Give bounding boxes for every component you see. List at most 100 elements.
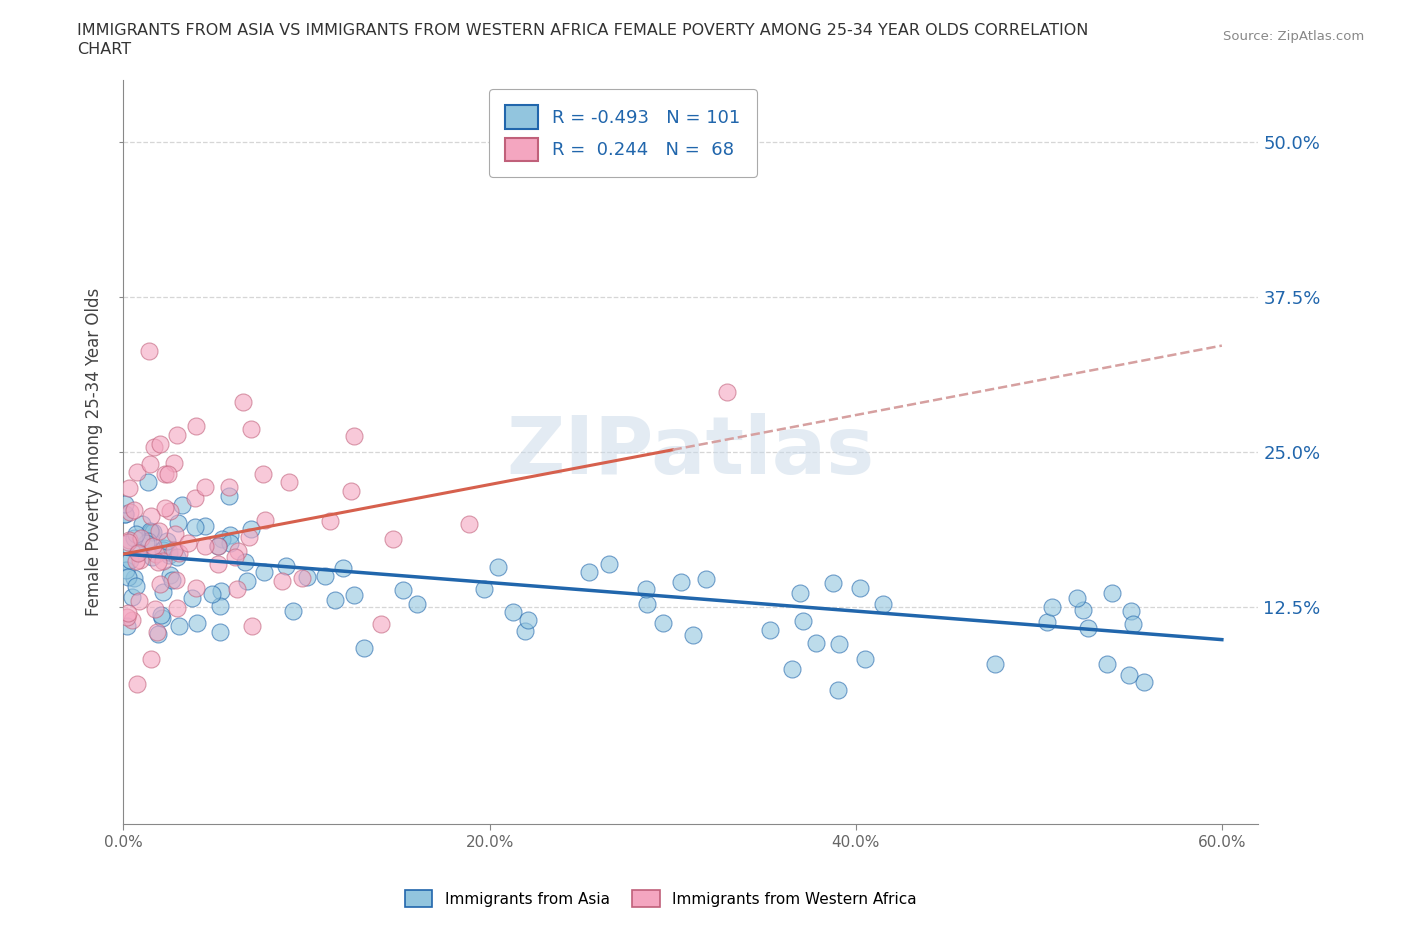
Point (240, 618, 263, 633)
Point (118, 552, 141, 567)
Point (682, 628, 704, 643)
Point (169, 618, 191, 633)
Point (129, 552, 152, 567)
Point (194, 518, 217, 533)
Point (115, 563, 138, 578)
Point (155, 500, 177, 515)
Point (172, 498, 194, 512)
Point (278, 474, 301, 489)
Point (194, 538, 217, 553)
Point (343, 588, 366, 603)
Point (1066, 591, 1088, 605)
Point (166, 515, 188, 530)
Point (115, 537, 138, 551)
Point (828, 637, 851, 652)
Point (146, 625, 169, 640)
Point (486, 559, 509, 574)
Point (156, 534, 179, 549)
Point (239, 422, 262, 437)
Point (218, 480, 240, 495)
Point (1077, 620, 1099, 635)
Point (142, 525, 165, 539)
Point (281, 604, 304, 618)
Legend: Immigrants from Asia, Immigrants from Western Africa: Immigrants from Asia, Immigrants from We… (399, 884, 922, 913)
Point (180, 591, 202, 605)
Point (323, 593, 346, 608)
Point (160, 572, 183, 587)
Point (472, 581, 495, 596)
Point (138, 474, 160, 489)
Point (135, 536, 157, 551)
Point (209, 583, 232, 598)
Point (651, 616, 673, 631)
Point (184, 519, 207, 534)
Point (131, 516, 153, 531)
Point (253, 565, 276, 579)
Point (224, 550, 246, 565)
Point (1122, 617, 1144, 631)
Point (177, 536, 200, 551)
Point (406, 597, 429, 612)
Point (138, 343, 160, 358)
Point (166, 428, 188, 443)
Point (152, 553, 174, 568)
Point (138, 524, 160, 538)
Point (392, 583, 415, 598)
Point (236, 574, 259, 589)
Point (150, 610, 173, 625)
Point (122, 570, 145, 585)
Point (141, 550, 163, 565)
Point (276, 558, 298, 573)
Point (270, 574, 292, 589)
Point (381, 531, 404, 546)
Point (823, 576, 845, 591)
Point (143, 602, 166, 617)
Point (141, 651, 163, 666)
Point (115, 609, 138, 624)
Point (983, 657, 1005, 671)
Point (1118, 668, 1140, 683)
Point (148, 577, 170, 591)
Point (827, 683, 849, 698)
Point (219, 535, 242, 550)
Point (695, 572, 717, 587)
Point (118, 480, 141, 495)
Point (129, 531, 152, 546)
Point (152, 585, 174, 600)
Point (157, 548, 180, 563)
Point (238, 529, 260, 544)
Point (502, 605, 524, 620)
Point (118, 504, 141, 519)
Point (163, 543, 186, 558)
Point (370, 617, 392, 631)
Point (184, 419, 207, 434)
Point (332, 560, 354, 575)
Legend: R = -0.493   N = 101, R =  0.244   N =  68: R = -0.493 N = 101, R = 0.244 N = 68 (489, 89, 756, 177)
Text: ZIPatlas: ZIPatlas (506, 413, 875, 491)
Point (232, 395, 254, 410)
Point (353, 641, 375, 656)
Point (716, 384, 738, 399)
Point (208, 625, 231, 640)
Y-axis label: Female Poverty Among 25-34 Year Olds: Female Poverty Among 25-34 Year Olds (86, 288, 103, 617)
Point (1071, 603, 1094, 618)
Point (219, 527, 242, 542)
Point (1101, 585, 1123, 600)
Point (291, 571, 314, 586)
Point (184, 580, 207, 595)
Point (194, 479, 217, 494)
Point (636, 596, 658, 611)
Point (142, 439, 165, 454)
Point (165, 573, 187, 588)
Point (153, 540, 176, 555)
Point (166, 601, 188, 616)
Point (211, 532, 233, 547)
Point (159, 567, 181, 582)
Point (122, 502, 145, 517)
Point (159, 504, 181, 519)
Point (792, 614, 814, 629)
Point (634, 581, 657, 596)
Point (142, 539, 165, 554)
Point (517, 613, 540, 628)
Point (297, 569, 319, 584)
